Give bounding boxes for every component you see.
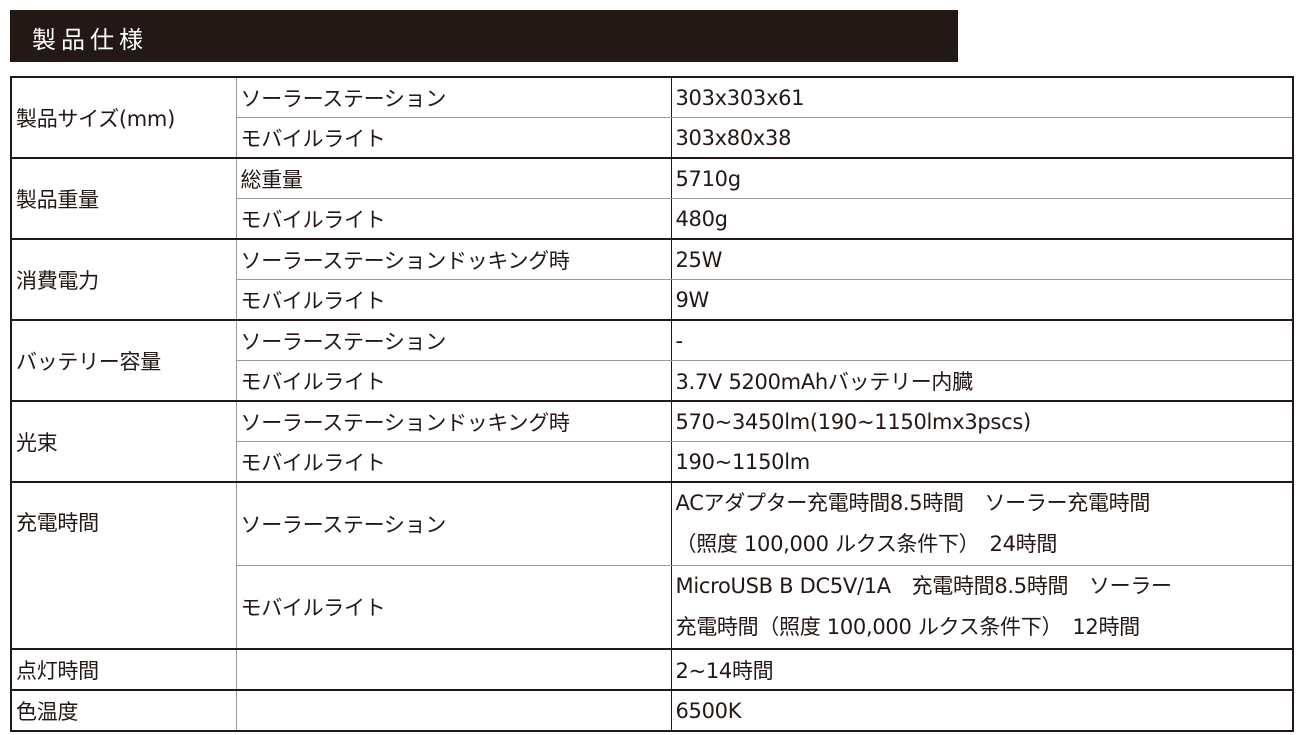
row-label: 色温度 — [11, 690, 237, 732]
table-row: 点灯時間 2~14時間 — [11, 649, 1293, 691]
value-cell: 9W — [671, 279, 1293, 321]
value-cell: 5710g — [671, 158, 1293, 199]
value-cell: 303x80x38 — [671, 117, 1293, 159]
sub-label: ソーラーステーション — [236, 320, 672, 361]
sub-label: ソーラーステーションドッキング時 — [236, 239, 672, 280]
sub-label: モバイルライト — [236, 279, 672, 321]
value-cell: ACアダプター充電時間8.5時間 ソーラー充電時間 （照度 100,000 ルク… — [671, 482, 1293, 566]
table-row: モバイルライト MicroUSB B DC5V/1A 充電時間8.5時間 ソーラ… — [11, 565, 1293, 650]
value-cell: 303x303x61 — [671, 77, 1293, 118]
sub-label: 総重量 — [236, 158, 672, 199]
value-line: MicroUSB B DC5V/1A 充電時間8.5時間 ソーラー — [675, 574, 1173, 598]
sub-label: モバイルライト — [236, 360, 672, 402]
table-row: モバイルライト 9W — [11, 279, 1293, 321]
sub-label: モバイルライト — [236, 117, 672, 159]
table-row: 消費電力 ソーラーステーションドッキング時 25W — [11, 239, 1293, 321]
value-cell: - — [671, 320, 1293, 361]
section-header: 製品仕様 — [10, 10, 958, 62]
row-label: 充電時間 — [11, 482, 237, 650]
table-row: 製品重量 総重量 5710g — [11, 158, 1293, 240]
value-cell: 480g — [671, 198, 1293, 240]
row-label: バッテリー容量 — [11, 320, 237, 402]
sub-label: モバイルライト — [236, 565, 672, 650]
value-cell: 6500K — [671, 690, 1293, 732]
table-row: 製品サイズ(mm) ソーラーステーション 303x303x61 — [11, 77, 1293, 159]
sub-label: モバイルライト — [236, 441, 672, 483]
row-label: 消費電力 — [11, 239, 237, 321]
value-cell: 2~14時間 — [671, 649, 1293, 691]
value-cell: 3.7V 5200mAhバッテリー内臓 — [671, 360, 1293, 402]
sub-label: ソーラーステーション — [236, 77, 672, 118]
table-row: モバイルライト 303x80x38 — [11, 117, 1293, 159]
table-row: モバイルライト 3.7V 5200mAhバッテリー内臓 — [11, 360, 1293, 402]
row-label: 点灯時間 — [11, 649, 237, 691]
table-row: 充電時間 ソーラーステーション ACアダプター充電時間8.5時間 ソーラー充電時… — [11, 482, 1293, 650]
value-cell: 25W — [671, 239, 1293, 280]
table-row: 光束 ソーラーステーションドッキング時 570~3450lm(190~1150l… — [11, 401, 1293, 483]
value-cell: 190~1150lm — [671, 441, 1293, 483]
value-line: 充電時間（照度 100,000 ルクス条件下） 12時間 — [675, 615, 1141, 639]
section-title: 製品仕様 — [32, 26, 148, 54]
sub-label — [236, 649, 672, 691]
value-cell: MicroUSB B DC5V/1A 充電時間8.5時間 ソーラー 充電時間（照… — [671, 565, 1293, 650]
value-line: （照度 100,000 ルクス条件下） 24時間 — [675, 532, 1058, 556]
table-row: モバイルライト 190~1150lm — [11, 441, 1293, 483]
table-row: 色温度 6500K — [11, 690, 1293, 732]
table-row: モバイルライト 480g — [11, 198, 1293, 240]
sub-label: ソーラーステーション — [236, 482, 672, 566]
table-row: バッテリー容量 ソーラーステーション - — [11, 320, 1293, 402]
value-cell: 570~3450lm(190~1150lmx3pscs) — [671, 401, 1293, 442]
value-line: ACアダプター充電時間8.5時間 ソーラー充電時間 — [675, 491, 1151, 515]
spec-table: 製品サイズ(mm) ソーラーステーション 303x303x61 モバイルライト … — [10, 76, 1294, 732]
sub-label: ソーラーステーションドッキング時 — [236, 401, 672, 442]
sub-label — [236, 690, 672, 732]
sub-label: モバイルライト — [236, 198, 672, 240]
row-label: 光束 — [11, 401, 237, 483]
row-label: 製品サイズ(mm) — [11, 77, 237, 159]
row-label: 製品重量 — [11, 158, 237, 240]
